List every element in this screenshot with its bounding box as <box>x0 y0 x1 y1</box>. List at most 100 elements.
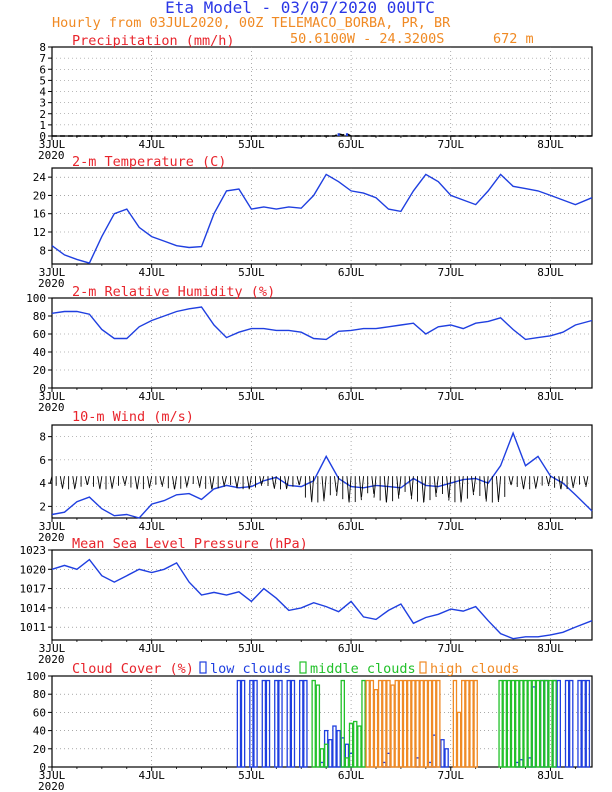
x-tick-label: 4JUL <box>138 390 165 403</box>
panel-rh: 0 20 40 60 80 100 3JUL 4JUL 5JUL 6JUL 7JUL 8JUL 2020… <box>26 284 593 414</box>
x-tick-label: 3JUL <box>39 390 66 403</box>
cloud-bar <box>552 679 557 768</box>
y-tick-label: 100 <box>26 292 46 305</box>
wind-barb <box>109 476 113 489</box>
wind-barb <box>161 476 165 487</box>
x-tick-label: 4JUL <box>138 138 165 151</box>
cloud-bar <box>515 679 520 768</box>
precip-series-line <box>52 133 592 137</box>
y-tick-label: 40 <box>33 346 46 359</box>
x-tick-label: 4JUL <box>138 642 165 655</box>
panel-temp: 8 12 16 20 24 3JUL 4JUL 5JUL 6JUL 7JUL 8JUL 2020 2-m… <box>33 154 593 290</box>
wind-barb <box>248 476 252 489</box>
wind-barb <box>174 476 178 490</box>
cloud-bar <box>440 739 445 768</box>
x-tick-label: 6JUL <box>338 769 365 782</box>
x-tick-label: 8JUL <box>537 138 564 151</box>
station-elevation: 672 m <box>493 31 534 47</box>
wind-barb <box>396 476 400 499</box>
x-tick-label: 5JUL <box>238 138 265 151</box>
panel-frame <box>51 167 593 265</box>
cloud-bar <box>382 679 387 768</box>
wind-barb <box>421 476 425 503</box>
x-year-label: 2020 <box>38 277 65 290</box>
cloud-bar <box>274 679 279 768</box>
wind-barb <box>570 476 574 489</box>
cloud-bar <box>444 748 449 768</box>
x-year-label: 2020 <box>38 780 65 792</box>
wind-barb <box>460 476 464 502</box>
x-tick-label: 6JUL <box>338 266 365 279</box>
cloud-bar <box>415 679 420 768</box>
cloud-bar <box>353 720 358 768</box>
legend-swatch <box>299 661 307 674</box>
wind-barb <box>485 476 489 502</box>
slp-series-line <box>51 558 593 640</box>
cloud-bar <box>423 679 429 768</box>
x-tick-label: 7JUL <box>438 266 465 279</box>
cloud-bar <box>390 684 395 768</box>
cloud-bar <box>556 679 561 768</box>
wind-barb <box>273 476 277 489</box>
wind-barb <box>84 476 88 485</box>
y-tick-label: 6 <box>39 454 46 467</box>
wind-barb <box>483 476 487 500</box>
y-tick-label: 0 <box>39 130 46 143</box>
wind-barb <box>383 476 387 503</box>
cloud-bar <box>348 722 354 768</box>
x-tick-label: 5JUL <box>238 642 265 655</box>
x-tick-label: 3JUL <box>39 769 66 782</box>
wind-barb <box>72 476 76 490</box>
wind-barb <box>122 476 126 485</box>
cloud-bar <box>265 679 271 768</box>
wind-barb <box>172 476 175 490</box>
cloud-bar <box>510 679 516 768</box>
cloud-bar <box>465 679 470 768</box>
x-tick-label: 7JUL <box>438 642 465 655</box>
cloud-bar <box>386 679 391 768</box>
wind-barb <box>361 476 364 498</box>
x-year-label: 2020 <box>38 149 65 162</box>
x-tick-label: 6JUL <box>338 138 365 151</box>
x-tick-label: 3JUL <box>39 138 66 151</box>
wind-barb <box>410 476 414 500</box>
cloud-bar <box>336 729 341 768</box>
y-tick-label: 2 <box>39 500 46 513</box>
wind-barb <box>134 476 138 489</box>
cloud-bar <box>253 679 258 768</box>
cloud-bar <box>456 711 462 768</box>
panel-title: Precipitation (mm/h) <box>72 33 235 49</box>
cloud-bar <box>261 679 267 768</box>
cloud-bar <box>506 679 512 768</box>
x-tick-label: 7JUL <box>438 390 465 403</box>
wind-barb <box>408 476 412 496</box>
y-tick-label: 80 <box>33 310 46 323</box>
y-tick-label: 1017 <box>20 583 47 596</box>
wind-barb <box>196 476 200 486</box>
panel-title: Mean Sea Level Pressure (hPa) <box>72 536 308 552</box>
x-tick-label: 4JUL <box>138 769 165 782</box>
y-tick-label: 4 <box>39 86 46 99</box>
y-tick-label: 20 <box>33 743 46 756</box>
cloud-bar <box>236 679 242 768</box>
y-tick-label: 8 <box>39 41 46 54</box>
y-tick-label: 1 <box>39 119 46 132</box>
y-tick-label: 8 <box>39 244 46 257</box>
x-tick-label: 5JUL <box>238 520 265 533</box>
figure-subtitle: Hourly from 03JUL2020, 00Z TELEMACO_BORB… <box>52 15 451 31</box>
wind-barb <box>246 476 250 490</box>
wind-barb <box>261 476 265 485</box>
cloud-bar <box>548 679 553 768</box>
cloud-bar <box>373 689 379 768</box>
y-tick-label: 2 <box>39 108 46 121</box>
wind-barb <box>423 476 427 503</box>
wind-barb <box>284 476 288 490</box>
wind-barb <box>159 476 163 486</box>
station-coordinates: 50.6100W - 24.3200S <box>290 31 444 47</box>
cloud-bar <box>286 679 291 768</box>
x-tick-label: 8JUL <box>537 390 564 403</box>
wind-barb <box>296 476 300 485</box>
wind-barb <box>473 476 477 493</box>
